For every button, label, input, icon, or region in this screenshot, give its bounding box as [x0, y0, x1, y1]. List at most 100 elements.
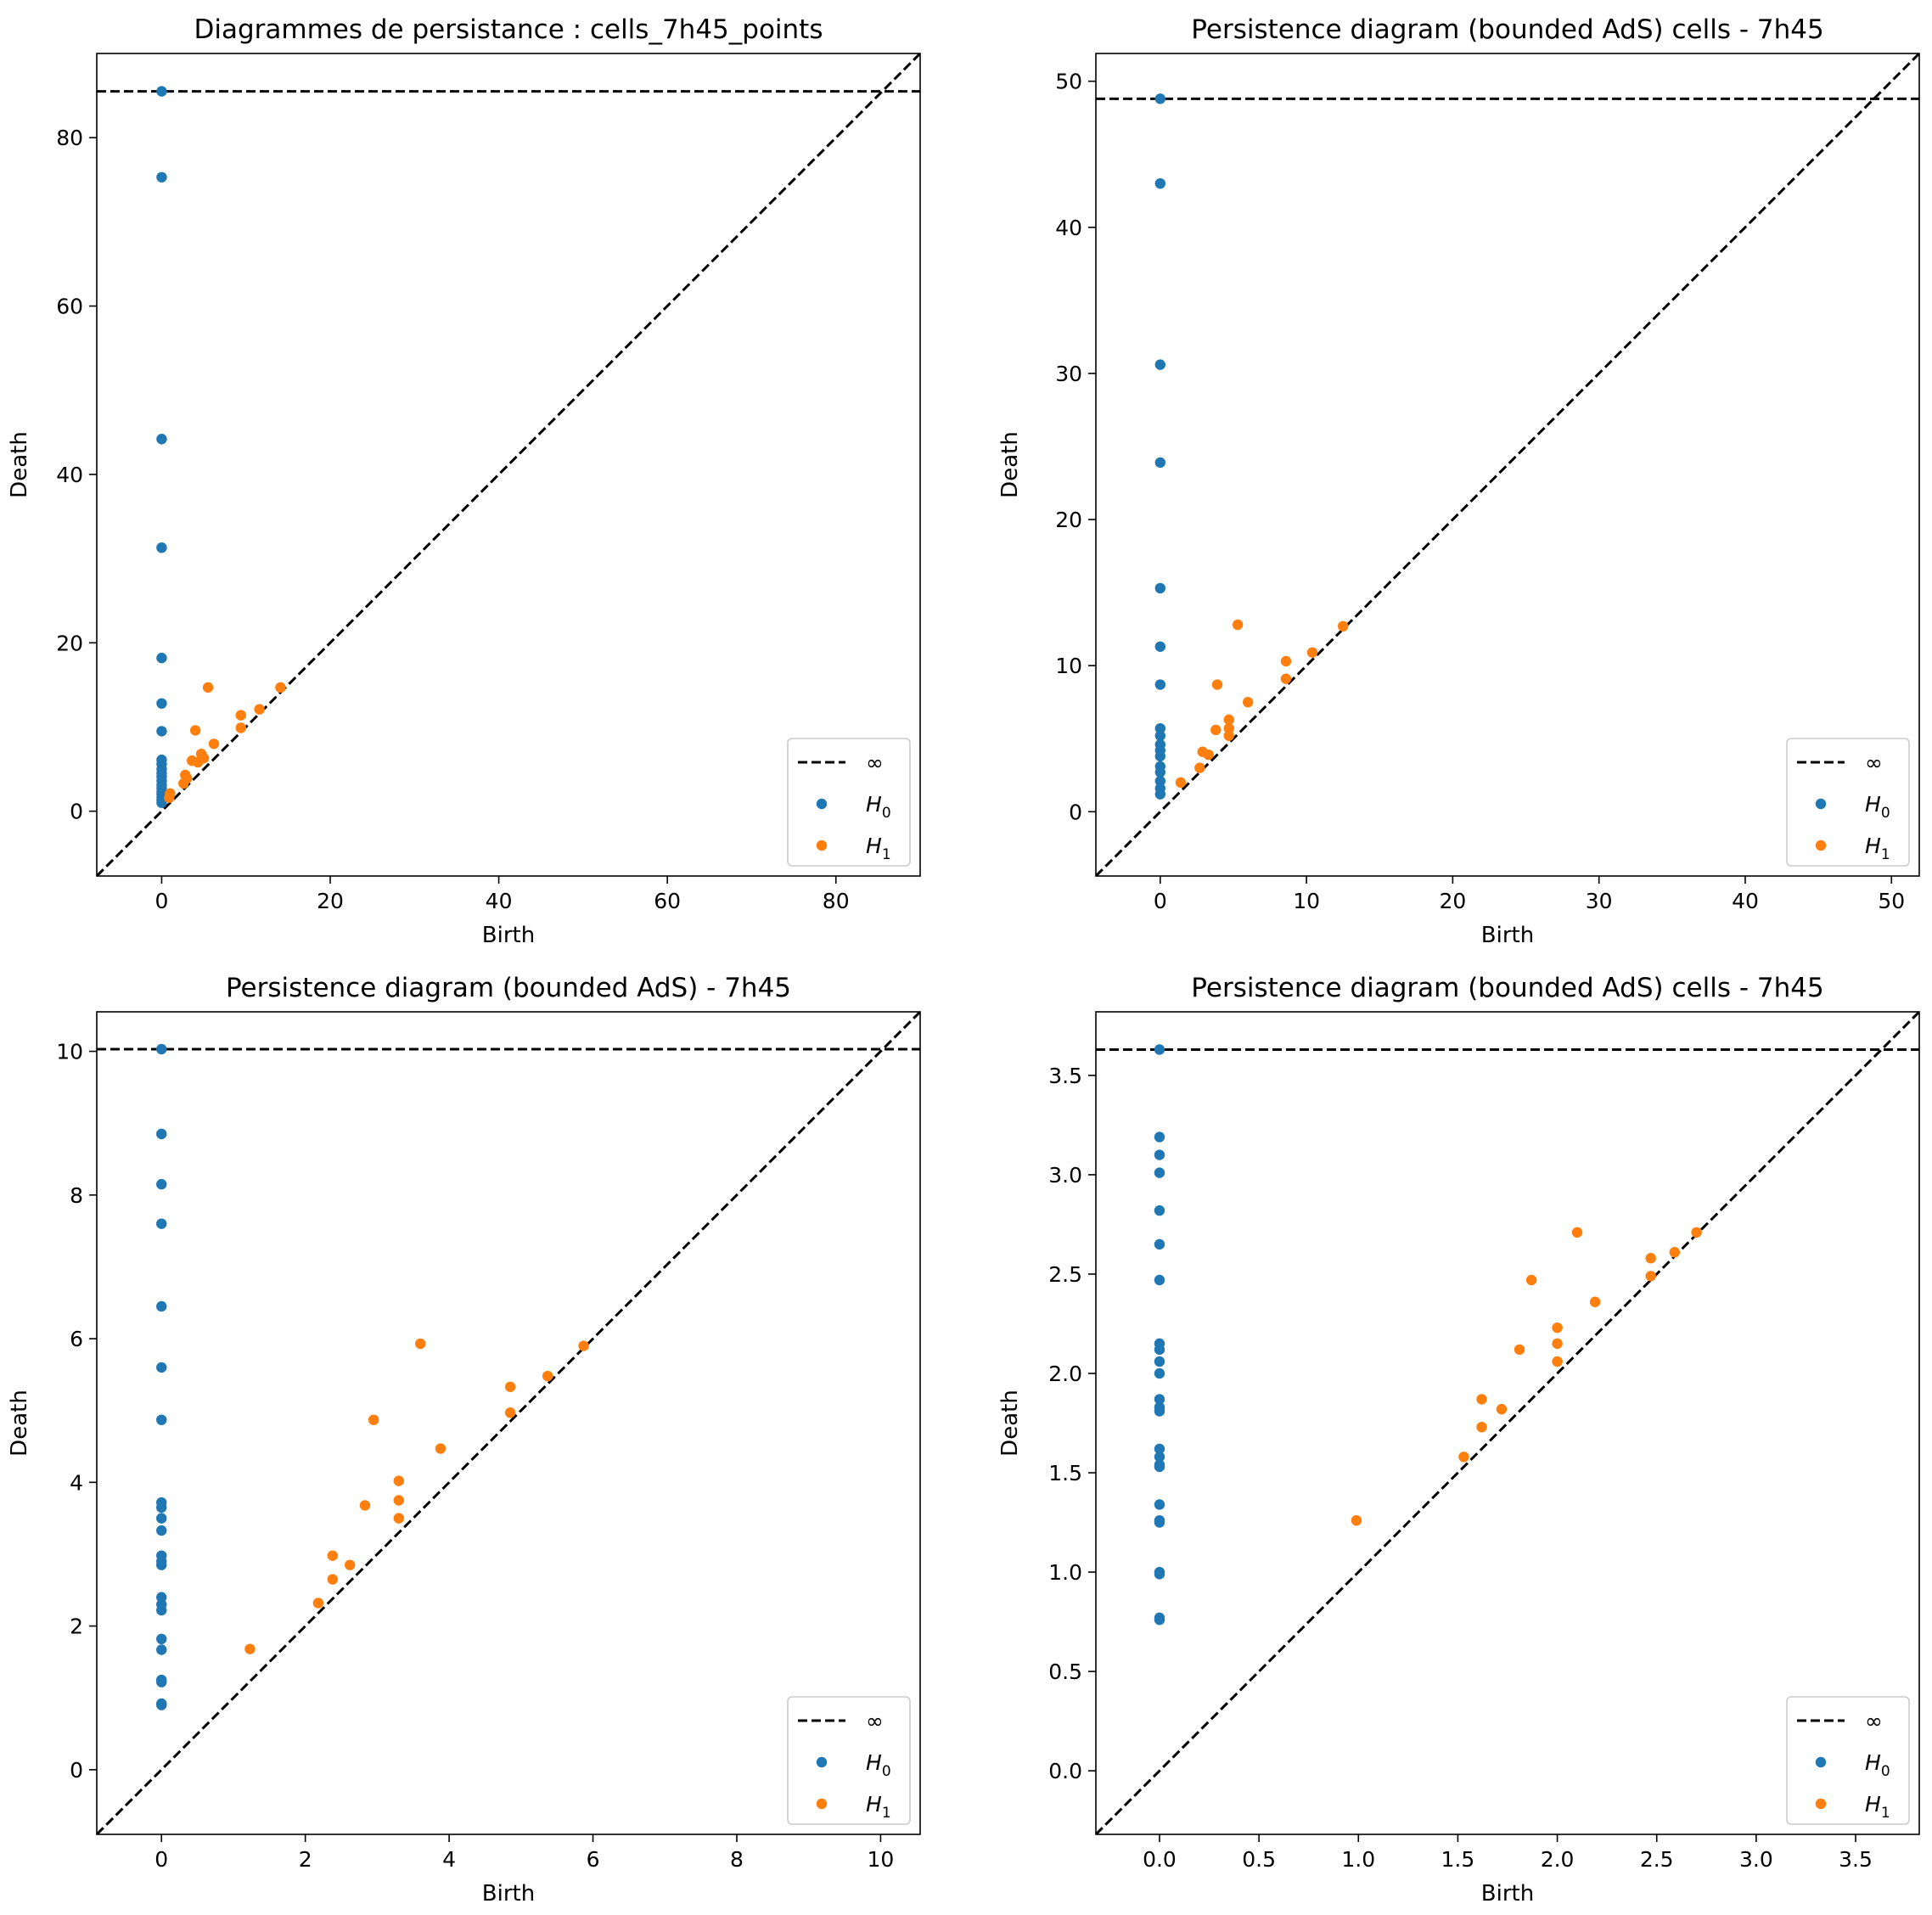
- chart-title: Persistence diagram (bounded AdS) cells …: [1191, 14, 1823, 45]
- x-tick-label: 0.5: [1242, 1847, 1276, 1872]
- h0-point: [156, 1676, 167, 1688]
- h0-point: [1154, 1132, 1165, 1143]
- h0-point: [156, 1604, 167, 1616]
- h1-point: [1211, 679, 1223, 690]
- h0-point: [156, 86, 167, 97]
- h0-point: [1154, 1274, 1165, 1286]
- y-tick-label: 0.0: [1048, 1759, 1082, 1783]
- x-tick-label: 3.5: [1839, 1847, 1873, 1872]
- h1-point: [1476, 1394, 1487, 1405]
- h0-point: [1154, 1443, 1165, 1455]
- legend-h1-label: H1: [1865, 1792, 1890, 1822]
- legend-h0-main: H: [1865, 1750, 1881, 1775]
- h1-point: [1525, 1274, 1537, 1286]
- legend-inf-label: ∞: [866, 750, 884, 775]
- y-tick-label: 0.5: [1048, 1659, 1082, 1684]
- h1-point: [345, 1559, 356, 1570]
- legend-inf-label: ∞: [1865, 750, 1883, 775]
- y-tick-label: 30: [1055, 362, 1082, 386]
- legend-h1-main: H: [1865, 1792, 1881, 1817]
- x-tick-label: 40: [486, 889, 513, 913]
- h0-point: [1154, 1205, 1165, 1216]
- x-tick-label: 3.0: [1739, 1847, 1773, 1872]
- x-axis-label: Birth: [1481, 1881, 1534, 1907]
- axes-frame: [1095, 1011, 1920, 1835]
- h1-point: [1223, 730, 1234, 741]
- h1-point: [1280, 655, 1292, 667]
- h1-point: [1552, 1338, 1563, 1350]
- h1-point: [542, 1370, 553, 1382]
- chart-panel-3: Persistence diagram (bounded AdS) - 7h45…: [7, 973, 921, 1907]
- x-tick-label: 20: [1439, 889, 1466, 913]
- x-tick-label: 1.5: [1441, 1847, 1475, 1872]
- h1-point: [1210, 724, 1222, 736]
- h0-point: [1154, 1569, 1165, 1580]
- legend-h1-label: H1: [866, 1792, 891, 1822]
- legend-h1-main: H: [1865, 834, 1881, 858]
- y-tick-label: 40: [56, 463, 83, 487]
- h1-point: [235, 710, 246, 721]
- plot-area: [1096, 1012, 1919, 1834]
- y-tick-label: 2.0: [1048, 1362, 1082, 1386]
- h1-point: [327, 1574, 339, 1585]
- h1-point: [244, 1643, 256, 1654]
- y-axis-label: Death: [7, 431, 32, 498]
- h1-point: [1203, 749, 1214, 761]
- h0-point: [156, 1218, 167, 1229]
- legend-h0-label: H0: [866, 792, 891, 822]
- legend-h0-label: H0: [866, 1750, 891, 1780]
- h0-point: [156, 1644, 167, 1655]
- x-tick-label: 60: [654, 889, 681, 913]
- h1-point: [1645, 1253, 1656, 1264]
- h0-point: [1154, 750, 1166, 762]
- x-tick-label: 2.0: [1541, 1847, 1575, 1872]
- legend-h0-label: H0: [1865, 792, 1890, 822]
- h0-point: [156, 1414, 167, 1425]
- h0-point: [1154, 93, 1166, 104]
- h0-point: [1154, 1149, 1165, 1160]
- legend-h1-sub: 1: [882, 846, 891, 863]
- h1-point: [1476, 1421, 1487, 1433]
- chart-panel-1: Diagrammes de persistance : cells_7h45_p…: [7, 14, 921, 948]
- h0-point: [156, 797, 167, 808]
- h1-point: [164, 792, 175, 803]
- h0-point: [156, 1559, 167, 1570]
- x-tick-label: 10: [1293, 889, 1320, 913]
- legend-h0-sub: 0: [1881, 805, 1890, 822]
- h0-point: [156, 1699, 167, 1710]
- y-tick-label: 60: [56, 295, 83, 319]
- chart-panel-2: Persistence diagram (bounded AdS) cells …: [997, 14, 1920, 948]
- h0-point: [156, 726, 167, 737]
- axes-frame: [1095, 53, 1920, 877]
- h1-point: [208, 738, 220, 750]
- legend: ∞ H0 H1: [787, 738, 911, 867]
- h1-point: [1337, 621, 1349, 632]
- legend-h1-sub: 1: [882, 1805, 891, 1822]
- h0-point: [156, 1502, 167, 1513]
- h1-point: [235, 722, 246, 733]
- y-tick-label: 10: [56, 1040, 83, 1064]
- h0-point: [156, 1633, 167, 1645]
- h0-point: [1154, 789, 1166, 800]
- x-tick-label: 40: [1732, 889, 1759, 913]
- x-tick-label: 20: [317, 889, 344, 913]
- h0-point: [156, 542, 167, 553]
- h1-point: [504, 1381, 516, 1392]
- h1-point: [415, 1338, 426, 1350]
- legend-h1-label: H1: [866, 834, 891, 863]
- h0-point: [1154, 1452, 1165, 1463]
- y-tick-label: 4: [70, 1470, 83, 1495]
- h0-point: [1154, 1406, 1165, 1417]
- h1-point: [504, 1407, 516, 1418]
- chart-title: Diagrammes de persistance : cells_7h45_p…: [194, 14, 823, 45]
- x-tick-label: 2: [299, 1847, 312, 1872]
- legend-h0-swatch: [1815, 798, 1827, 810]
- legend-h1-swatch: [1815, 840, 1827, 851]
- h0-point: [156, 698, 167, 709]
- legend-box: [1786, 738, 1910, 867]
- h1-point: [1691, 1227, 1702, 1238]
- y-tick-label: 0: [70, 800, 83, 824]
